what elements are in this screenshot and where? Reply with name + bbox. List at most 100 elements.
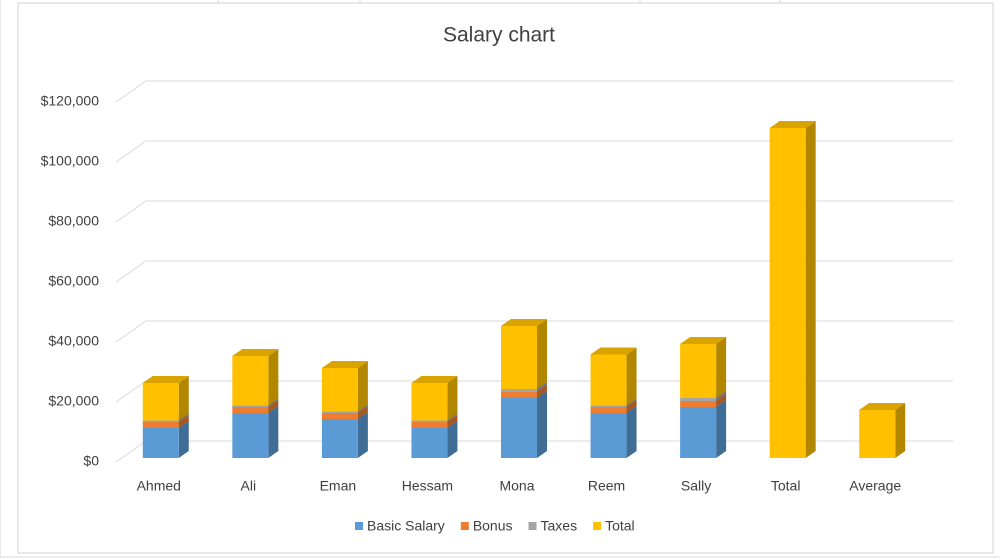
bar-side [357,412,368,458]
bar [232,405,269,407]
y-tick-label: $120,000 [41,93,100,109]
x-tick-label: Total [771,478,801,494]
bar [232,407,269,413]
bar [501,389,537,392]
bar-side [268,398,279,407]
bar [411,383,448,421]
legend-label: Bonus [473,518,513,534]
bar-side [178,376,189,421]
bar-side [447,376,458,421]
bar-top [859,403,906,410]
y-tick-label: $60,000 [48,273,99,289]
bar [590,407,627,413]
bar-side [537,319,547,389]
bar-top [680,337,727,344]
x-tick-label: Sally [681,478,711,494]
chart-area [17,2,994,554]
legend-marker [528,522,537,530]
y-tick-label: $80,000 [48,213,99,229]
bar-side [357,404,368,413]
grid-line [115,260,953,283]
y-tick-label: $20,000 [48,393,99,409]
bar-side [178,413,189,422]
y-tick-label: $0 [83,453,99,469]
y-tick-label: $40,000 [48,333,99,349]
bar [590,405,627,407]
bar-side [447,415,458,428]
x-tick-label: Reem [588,478,625,494]
bar [321,413,358,419]
bar [590,413,627,458]
bar [321,419,358,458]
bar-side [895,403,906,458]
legend-marker [355,522,363,530]
bar [321,411,358,413]
bar-side [716,337,727,398]
x-tick-label: Ahmed [137,478,181,494]
bar-side [178,415,189,428]
bar-side [716,400,727,458]
bar [142,383,179,421]
x-tick-label: Eman [320,478,357,494]
bar [142,428,179,458]
bar-side [447,421,458,458]
bar-side [716,391,727,401]
bar [411,420,448,422]
x-tick-label: Hessam [402,478,453,494]
y-tick-label: $100,000 [41,153,100,169]
bar-side [537,391,547,458]
bar [411,422,448,428]
bar-top [769,121,816,128]
bar-top [411,376,458,383]
bar-side [805,121,816,458]
x-tick-label: Ali [241,478,257,494]
bar-side [626,406,637,458]
bar-side [357,361,368,412]
bar [680,398,717,401]
legend-label: Total [605,518,635,534]
bar [769,128,806,458]
bar-side [447,413,458,422]
bar-top [590,347,637,355]
bar-top [321,361,368,368]
bar-side [537,385,547,398]
bar-top [232,349,279,356]
grid-line [115,200,953,223]
bar [142,420,179,422]
legend-label: Basic Salary [367,518,445,534]
bar-side [268,400,279,413]
grid-line [115,320,953,343]
bar-side [178,421,189,458]
legend-marker [460,522,469,530]
x-tick-label: Average [849,478,901,494]
bar [680,344,717,398]
bar-side [626,398,637,407]
bar-top [142,376,189,383]
bar [680,401,717,407]
bar [859,410,896,458]
bar-side [626,400,637,413]
bar-side [357,406,368,419]
bar [501,398,537,458]
bar [501,392,537,398]
bar [232,356,269,406]
bar-side [716,394,727,407]
bar-side [626,347,637,406]
bar [411,428,448,458]
grid-line [115,140,953,163]
bar [590,354,627,406]
bar-side [537,382,547,392]
legend-label: Taxes [541,518,578,534]
x-tick-label: Mona [499,478,534,494]
bar-side [268,406,279,458]
bar [232,413,269,458]
grid-line [115,80,953,103]
bar [142,422,179,428]
bar-side [268,349,279,406]
bar [680,407,717,458]
bar-top [501,319,547,326]
legend-marker [593,522,602,530]
bar [321,368,358,412]
